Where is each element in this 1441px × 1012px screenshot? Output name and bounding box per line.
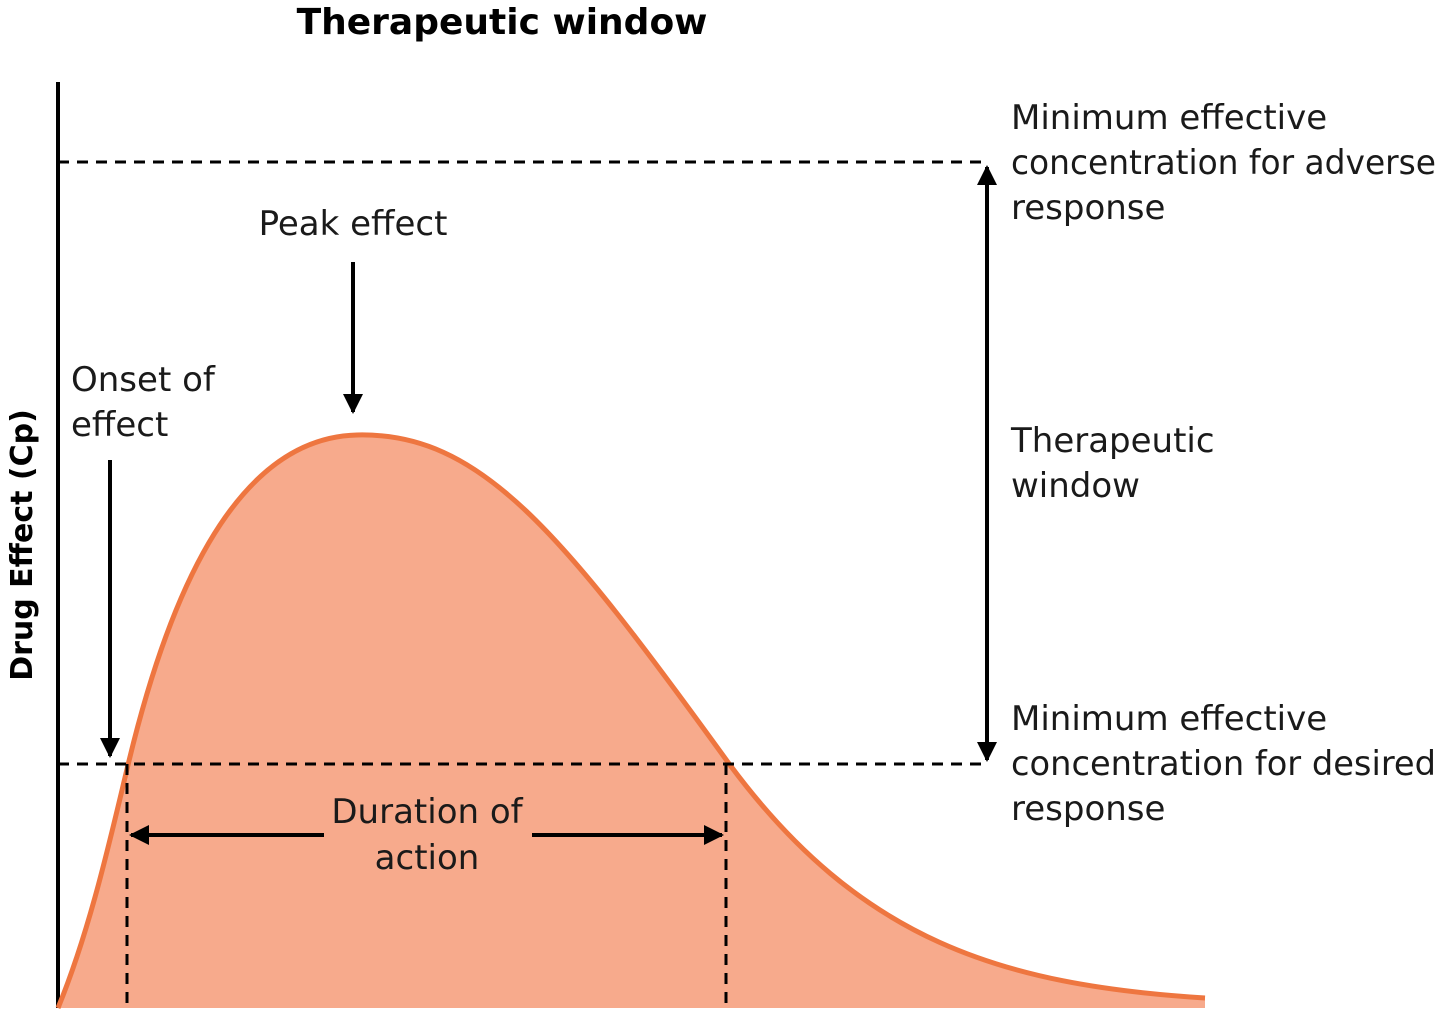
- adverse-label-line1: Minimum effective: [1011, 98, 1327, 138]
- adverse-label-line3: response: [1011, 188, 1165, 228]
- desired-label-line1: Minimum effective: [1011, 699, 1327, 739]
- adverse-label-line2: concentration for adverse: [1011, 143, 1436, 183]
- duration-label-line2: action: [375, 838, 480, 878]
- desired-label-line2: concentration for desired: [1011, 744, 1436, 784]
- duration-label-line1: Duration of: [331, 792, 523, 832]
- onset-label-line2: effect: [71, 405, 168, 445]
- drug-effect-curve: [55, 432, 1206, 1009]
- drug-effect-area: [58, 434, 1205, 1008]
- diagram-title: Therapeutic window: [297, 2, 708, 43]
- window-label-line1: Therapeutic: [1010, 421, 1215, 461]
- peak-effect-label: Peak effect: [259, 204, 448, 244]
- y-axis-title: Drug Effect (Cp): [5, 409, 40, 681]
- desired-label-line3: response: [1011, 789, 1165, 829]
- onset-label-line1: Onset of: [71, 360, 216, 400]
- window-label-line2: window: [1011, 466, 1140, 506]
